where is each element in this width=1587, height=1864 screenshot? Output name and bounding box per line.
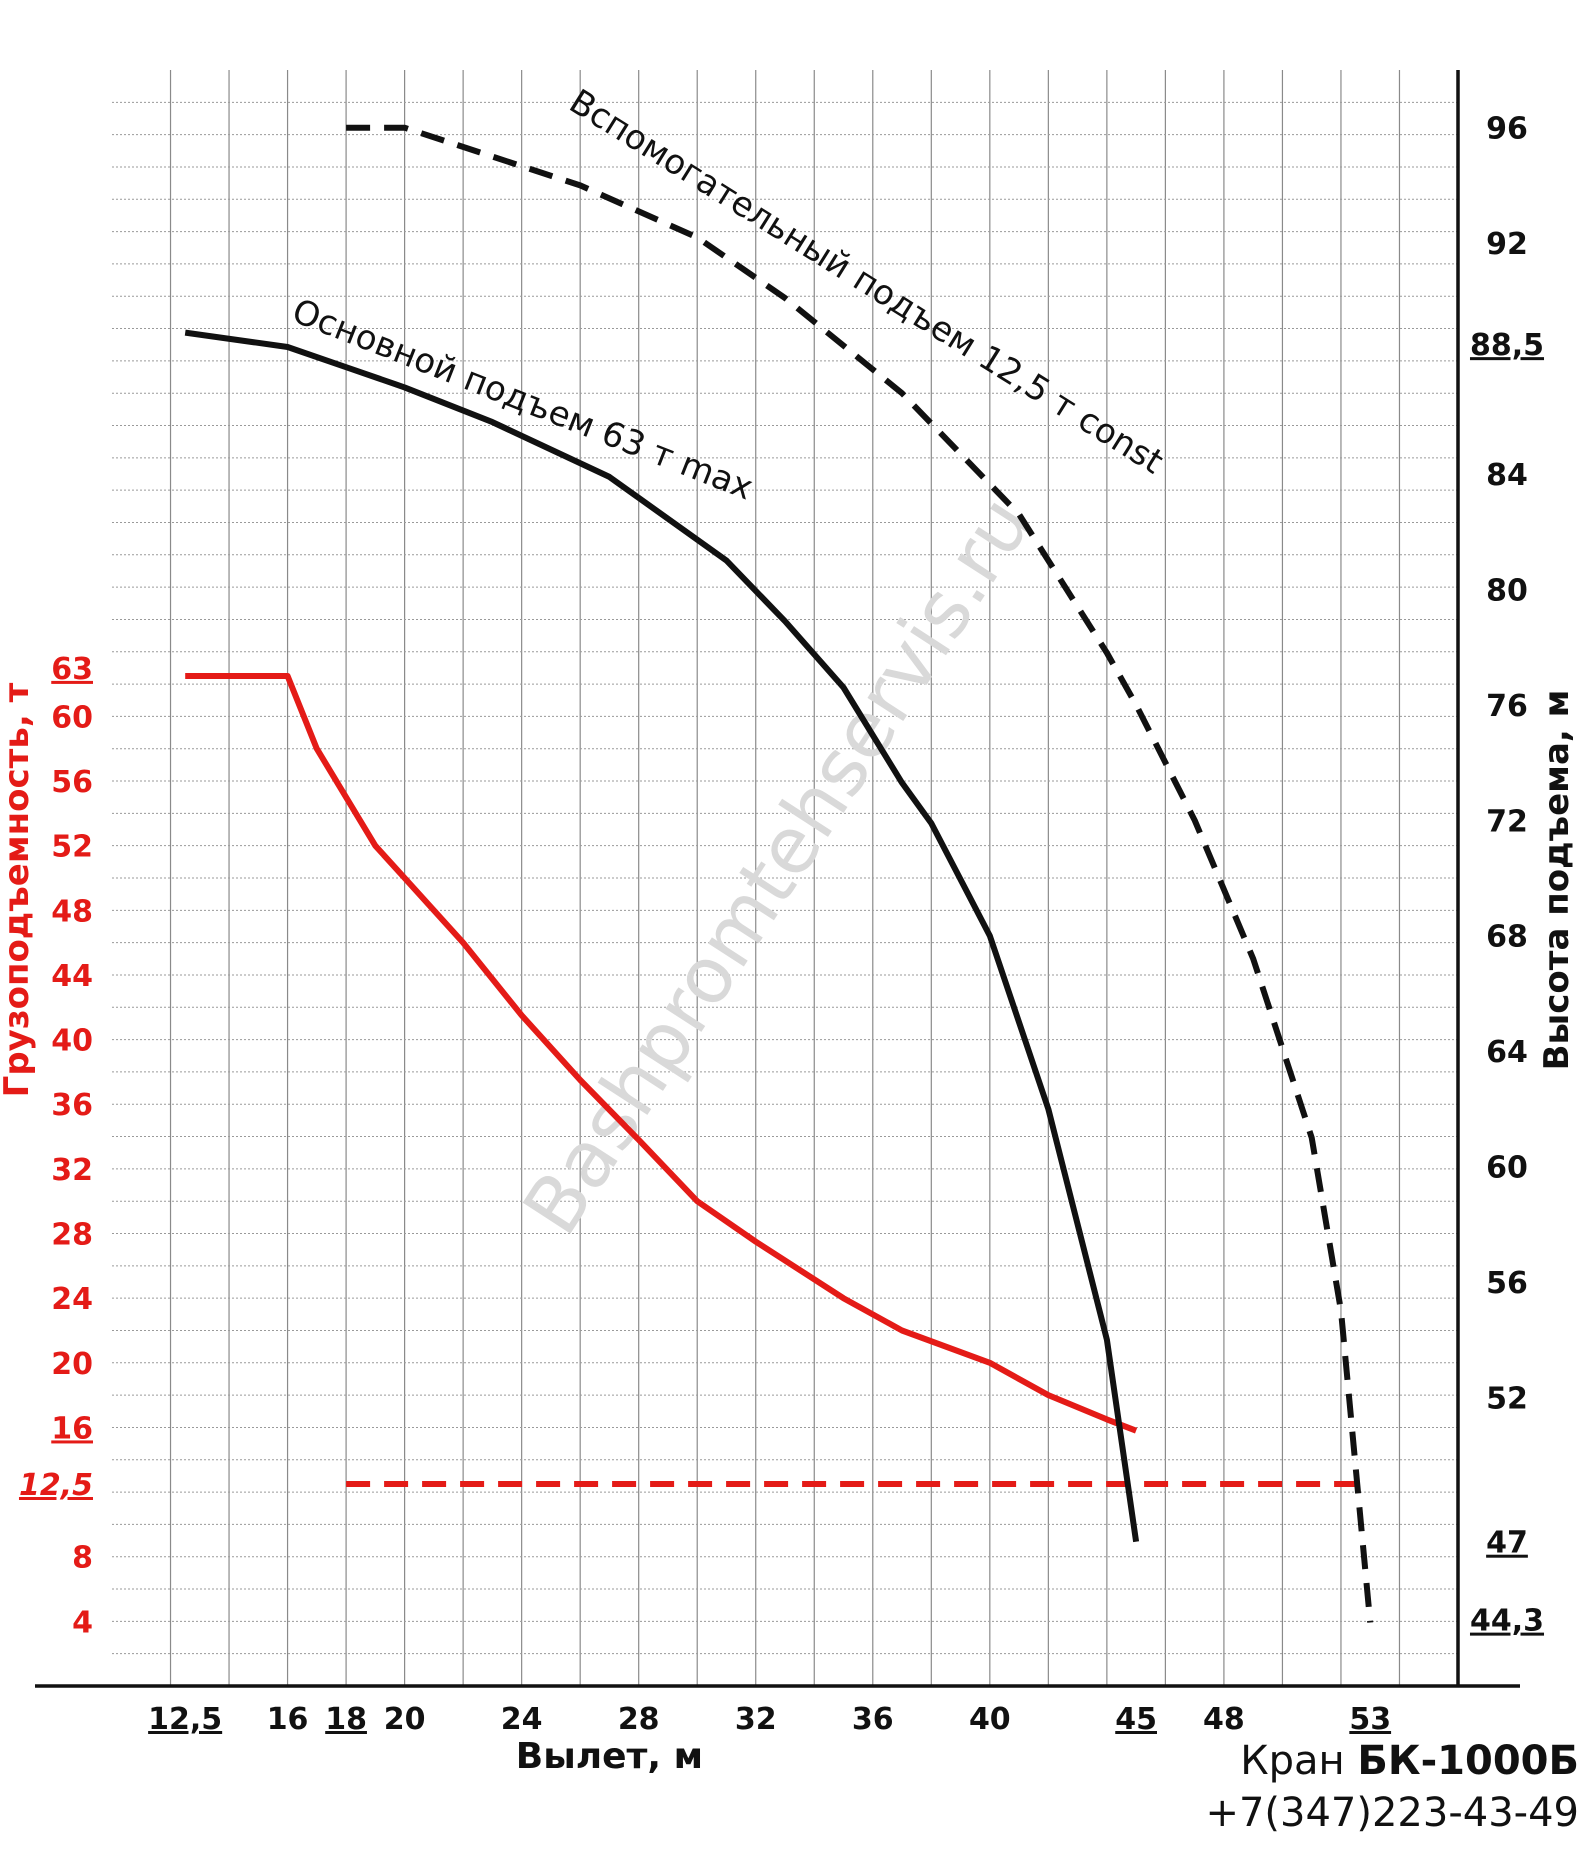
right-tick-label: 96 (1486, 112, 1528, 147)
right-tick-label: 52 (1486, 1381, 1528, 1416)
x-tick-label: 36 (852, 1702, 894, 1737)
phone-number: +7(347)223-43-49 (1205, 1790, 1579, 1836)
left-tick-label: 28 (51, 1218, 93, 1253)
left-tick-label: 16 (51, 1411, 93, 1446)
series-group (184, 124, 1374, 1623)
right-tick-label: 44,3 (1470, 1604, 1544, 1639)
left-tick-label: 56 (51, 765, 93, 800)
x-tick-label: 28 (618, 1702, 660, 1737)
left-tick-label: 8 (72, 1541, 93, 1576)
x-tick-label: 48 (1203, 1702, 1245, 1737)
right-tick-label: 76 (1486, 689, 1528, 724)
left-y-axis-title: Грузоподъемность, т (0, 682, 37, 1097)
left-tick-label: 32 (51, 1153, 93, 1188)
left-tick-label: 12,5 (19, 1468, 93, 1503)
right-tick-label: 64 (1486, 1035, 1528, 1070)
caption: Кран БК-1000Б +7(347)223-43-49 (1205, 1735, 1579, 1839)
x-tick-label: 12,5 (148, 1702, 222, 1737)
x-tick-label: 45 (1115, 1702, 1157, 1737)
left-tick-label: 60 (51, 700, 93, 735)
right-tick-label: 56 (1486, 1266, 1528, 1301)
left-tick-label: 20 (51, 1347, 93, 1382)
crane-model-name: БК-1000Б (1357, 1738, 1579, 1784)
series-line-2 (184, 329, 1140, 1543)
right-tick-label: 47 (1486, 1526, 1528, 1561)
x-axis-title: Вылет, м (516, 1736, 703, 1777)
watermark-text: Bashpromtehservis.ru (507, 481, 1050, 1250)
crane-model-prefix: Кран (1240, 1738, 1358, 1784)
x-tick-label: 40 (969, 1702, 1011, 1737)
right-tick-label: 84 (1486, 458, 1528, 493)
right-tick-label: 88,5 (1470, 328, 1544, 363)
left-tick-label: 63 (51, 652, 93, 687)
grid (112, 70, 1458, 1686)
left-tick-label: 4 (72, 1605, 93, 1640)
x-tick-label: 53 (1349, 1702, 1391, 1737)
x-tick-label: 32 (735, 1702, 777, 1737)
right-tick-label: 72 (1486, 804, 1528, 839)
left-tick-label: 48 (51, 894, 93, 929)
x-tick-label: 18 (325, 1702, 367, 1737)
x-tick-label: 24 (501, 1702, 543, 1737)
left-tick-label: 44 (51, 959, 93, 994)
series-line-0 (185, 673, 1138, 1434)
main-hoist-annotation: Основной подъем 63 т max (287, 291, 759, 508)
right-tick-label: 60 (1486, 1151, 1528, 1186)
x-tick-label: 16 (267, 1702, 309, 1737)
right-tick-label: 92 (1486, 227, 1528, 262)
axes (35, 70, 1520, 1688)
right-y-axis-title: Высота подъема, м (1537, 690, 1577, 1071)
left-tick-label: 36 (51, 1088, 93, 1123)
right-tick-label: 68 (1486, 920, 1528, 955)
right-tick-label: 80 (1486, 573, 1528, 608)
crane-model: Кран БК-1000Б (1205, 1735, 1579, 1787)
watermark: Bashpromtehservis.ru (507, 481, 1050, 1250)
x-tick-label: 20 (384, 1702, 426, 1737)
left-tick-label: 52 (51, 830, 93, 865)
aux-hoist-annotation: Вспомогательный подъем 12,5 т const (562, 82, 1170, 483)
left-tick-label: 40 (51, 1024, 93, 1059)
left-tick-label: 24 (51, 1282, 93, 1317)
series-line-3 (346, 124, 1374, 1623)
